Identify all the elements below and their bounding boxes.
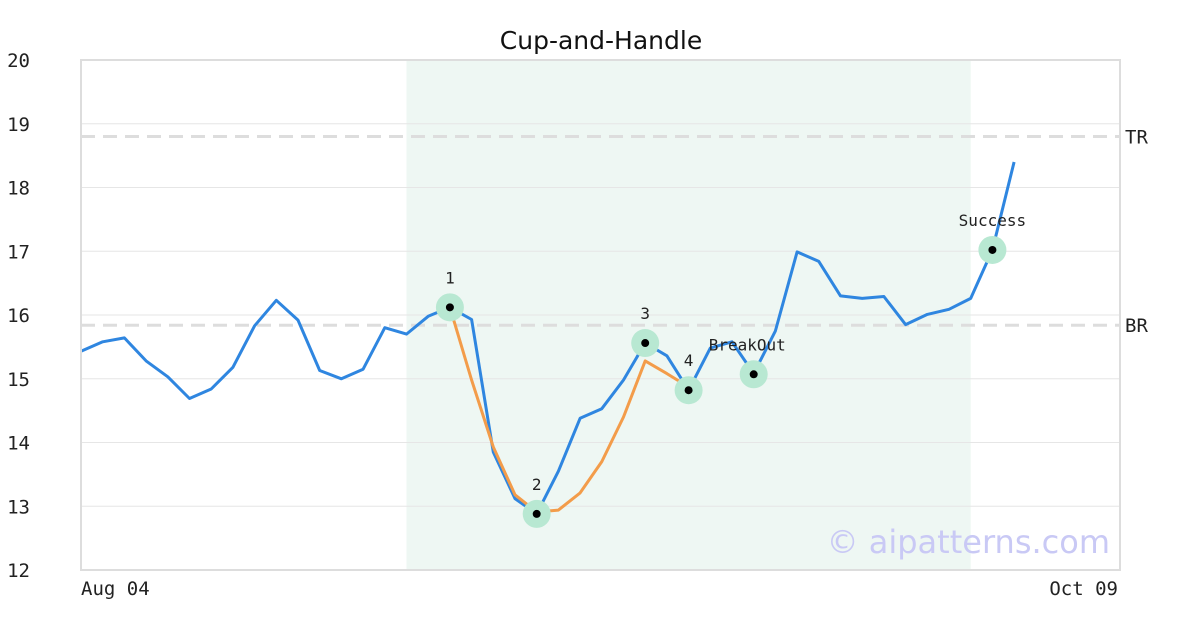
pattern-line	[448, 306, 690, 514]
reference-label-tr: TR	[1125, 127, 1148, 149]
plot-frame	[80, 59, 1121, 571]
y-axis-ticks: 12 13 14 15 16 17 18 19 20	[7, 50, 30, 582]
marker-label-3: 3	[640, 304, 650, 323]
y-tick-label: 15	[7, 369, 30, 391]
chart-title: Cup-and-Handle	[500, 26, 702, 55]
price-line	[80, 161, 1016, 516]
x-axis-ticks: Aug 04 Oct 09	[81, 578, 1118, 600]
y-tick-label: 13	[7, 496, 30, 518]
y-tick-label: 20	[7, 50, 30, 72]
marker-dot-1	[445, 303, 454, 312]
pattern-markers: 1 2 3 4 BreakOut Success	[435, 211, 1026, 528]
marker-dot-breakout	[749, 370, 758, 379]
marker-label-4: 4	[684, 351, 694, 370]
marker-dot-4	[684, 386, 693, 395]
reference-lines: TR BR	[81, 127, 1148, 337]
gridlines	[81, 123, 1120, 507]
x-tick-label: Aug 04	[81, 578, 150, 600]
marker-label-2: 2	[532, 475, 542, 494]
reference-label-br: BR	[1125, 315, 1148, 337]
y-tick-label: 19	[7, 114, 30, 136]
marker-label-success: Success	[959, 211, 1026, 230]
marker-dot-2	[532, 509, 541, 518]
watermark: © aipatterns.com	[827, 523, 1110, 561]
series-lines	[80, 161, 1016, 516]
marker-label-breakout: BreakOut	[709, 335, 786, 354]
marker-dot-success	[988, 245, 997, 254]
y-tick-label: 14	[7, 433, 30, 455]
y-tick-label: 12	[7, 560, 30, 582]
y-tick-label: 17	[7, 241, 30, 263]
y-tick-label: 18	[7, 178, 30, 200]
x-tick-label: Oct 09	[1049, 578, 1118, 600]
marker-dot-3	[641, 339, 650, 348]
y-tick-label: 16	[7, 305, 30, 327]
marker-label-1: 1	[445, 268, 455, 287]
